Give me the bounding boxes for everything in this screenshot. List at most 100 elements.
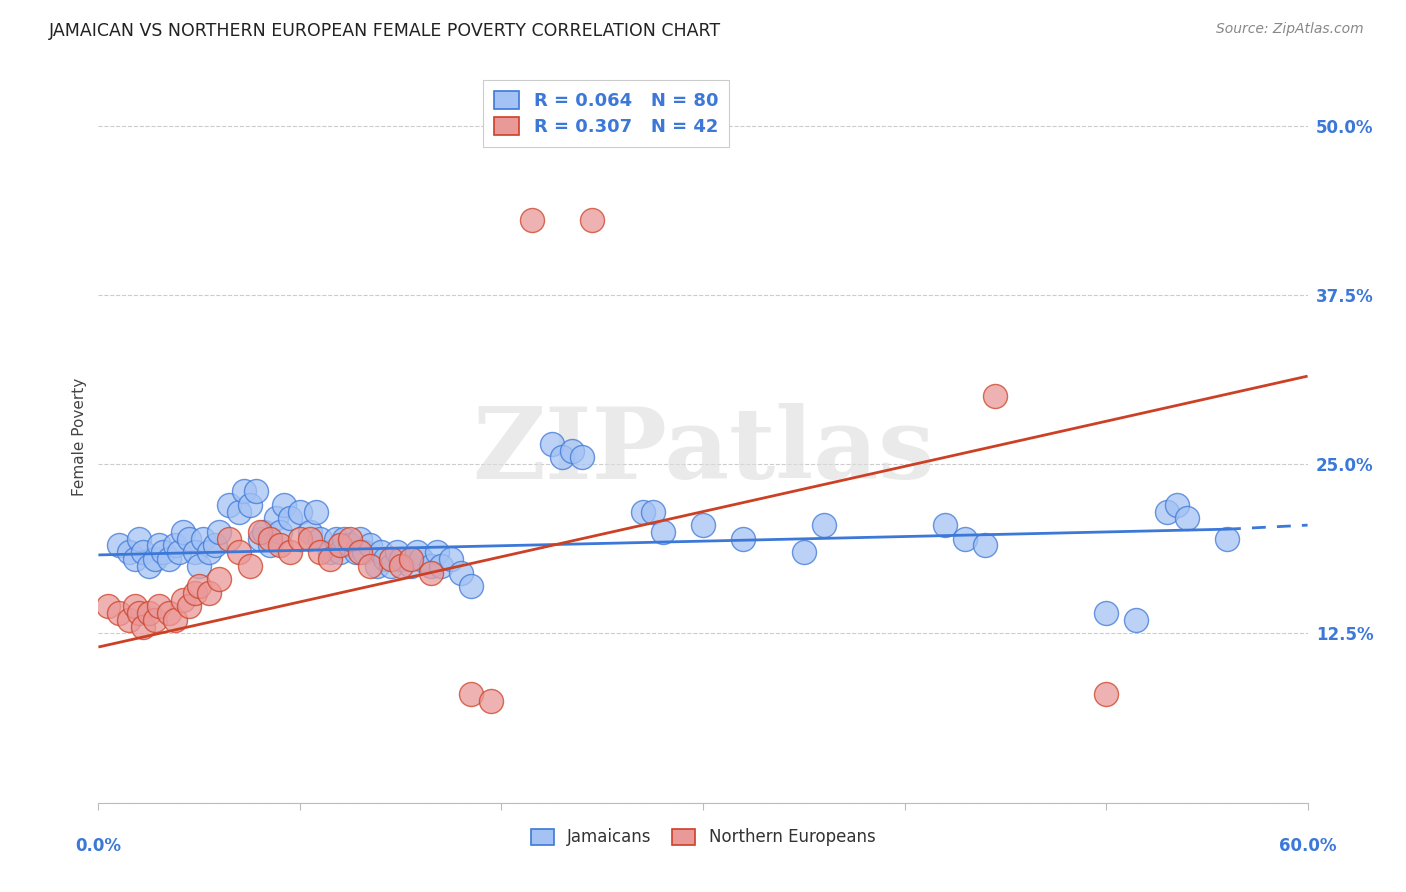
- Point: [953, 532, 976, 546]
- Point: [793, 545, 815, 559]
- Point: [278, 545, 301, 559]
- Point: [208, 524, 231, 539]
- Point: [179, 599, 201, 614]
- Point: [399, 558, 422, 573]
- Point: [339, 532, 361, 546]
- Point: [380, 558, 402, 573]
- Point: [157, 552, 180, 566]
- Point: [360, 538, 382, 552]
- Point: [239, 558, 262, 573]
- Y-axis label: Female Poverty: Female Poverty: [72, 378, 87, 496]
- Point: [339, 538, 361, 552]
- Point: [193, 532, 215, 546]
- Point: [118, 613, 141, 627]
- Point: [172, 524, 194, 539]
- Point: [184, 586, 207, 600]
- Point: [934, 518, 956, 533]
- Point: [228, 505, 250, 519]
- Point: [344, 545, 367, 559]
- Point: [366, 558, 388, 573]
- Point: [239, 498, 262, 512]
- Point: [138, 606, 160, 620]
- Point: [299, 532, 322, 546]
- Point: [333, 532, 356, 546]
- Point: [218, 532, 240, 546]
- Point: [1156, 505, 1178, 519]
- Point: [132, 545, 155, 559]
- Point: [1095, 606, 1118, 620]
- Point: [405, 545, 427, 559]
- Point: [460, 688, 482, 702]
- Point: [264, 511, 287, 525]
- Point: [118, 545, 141, 559]
- Point: [319, 545, 342, 559]
- Text: Source: ZipAtlas.com: Source: ZipAtlas.com: [1216, 22, 1364, 37]
- Point: [1095, 688, 1118, 702]
- Point: [309, 545, 332, 559]
- Point: [1175, 511, 1198, 525]
- Point: [172, 592, 194, 607]
- Point: [1216, 532, 1239, 546]
- Point: [204, 538, 226, 552]
- Point: [163, 613, 186, 627]
- Point: [651, 524, 673, 539]
- Point: [420, 558, 443, 573]
- Point: [325, 532, 347, 546]
- Point: [188, 579, 211, 593]
- Text: JAMAICAN VS NORTHERN EUROPEAN FEMALE POVERTY CORRELATION CHART: JAMAICAN VS NORTHERN EUROPEAN FEMALE POV…: [49, 22, 721, 40]
- Point: [692, 518, 714, 533]
- Point: [460, 579, 482, 593]
- Point: [380, 552, 402, 566]
- Point: [571, 450, 593, 465]
- Point: [540, 437, 562, 451]
- Point: [259, 538, 281, 552]
- Point: [232, 484, 254, 499]
- Text: 0.0%: 0.0%: [76, 837, 121, 855]
- Point: [399, 552, 422, 566]
- Point: [551, 450, 574, 465]
- Point: [208, 572, 231, 586]
- Point: [179, 532, 201, 546]
- Point: [385, 545, 408, 559]
- Point: [163, 538, 186, 552]
- Point: [520, 213, 543, 227]
- Point: [188, 558, 211, 573]
- Point: [143, 613, 166, 627]
- Point: [319, 552, 342, 566]
- Point: [97, 599, 120, 614]
- Point: [138, 558, 160, 573]
- Point: [430, 558, 453, 573]
- Point: [420, 566, 443, 580]
- Point: [167, 545, 190, 559]
- Point: [733, 532, 755, 546]
- Point: [249, 532, 271, 546]
- Point: [228, 545, 250, 559]
- Point: [269, 538, 291, 552]
- Point: [157, 606, 180, 620]
- Point: [299, 524, 322, 539]
- Point: [813, 518, 835, 533]
- Legend: Jamaicans, Northern Europeans: Jamaicans, Northern Europeans: [524, 822, 882, 853]
- Point: [984, 389, 1007, 403]
- Point: [370, 545, 392, 559]
- Point: [152, 545, 174, 559]
- Point: [426, 545, 449, 559]
- Point: [198, 586, 221, 600]
- Point: [353, 545, 375, 559]
- Point: [128, 532, 150, 546]
- Point: [148, 599, 170, 614]
- Point: [253, 524, 276, 539]
- Point: [124, 552, 146, 566]
- Point: [974, 538, 997, 552]
- Point: [143, 552, 166, 566]
- Text: ZIPatlas: ZIPatlas: [472, 403, 934, 500]
- Point: [132, 620, 155, 634]
- Point: [288, 505, 311, 519]
- Point: [305, 505, 328, 519]
- Point: [288, 532, 311, 546]
- Point: [440, 552, 463, 566]
- Point: [374, 552, 396, 566]
- Point: [450, 566, 472, 580]
- Point: [249, 524, 271, 539]
- Point: [349, 532, 371, 546]
